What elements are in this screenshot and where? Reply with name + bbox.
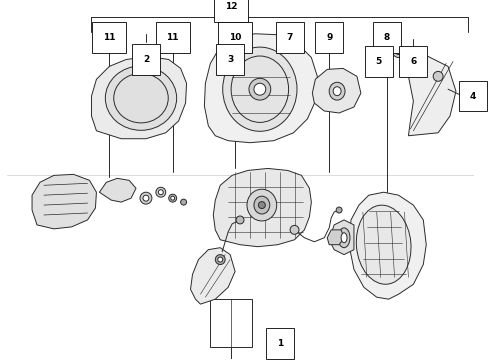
Ellipse shape	[218, 257, 223, 262]
Polygon shape	[92, 57, 187, 139]
Text: 7: 7	[286, 33, 293, 42]
Text: 11: 11	[167, 33, 179, 42]
Polygon shape	[349, 192, 426, 299]
Text: 9: 9	[326, 33, 332, 42]
Text: 5: 5	[376, 57, 382, 66]
Ellipse shape	[341, 233, 347, 243]
Ellipse shape	[329, 82, 345, 100]
Ellipse shape	[247, 189, 277, 221]
Text: 10: 10	[229, 33, 241, 42]
Polygon shape	[210, 299, 252, 347]
Ellipse shape	[105, 66, 177, 130]
Ellipse shape	[374, 42, 388, 57]
Ellipse shape	[258, 202, 265, 208]
Polygon shape	[213, 168, 311, 247]
Ellipse shape	[336, 207, 342, 213]
Polygon shape	[191, 248, 235, 304]
Polygon shape	[327, 230, 344, 245]
Text: 1: 1	[276, 339, 283, 348]
Text: 3: 3	[227, 55, 233, 64]
Text: 11: 11	[103, 33, 116, 42]
Ellipse shape	[333, 87, 341, 96]
Ellipse shape	[254, 83, 266, 95]
Ellipse shape	[181, 199, 187, 205]
Ellipse shape	[338, 228, 350, 248]
Ellipse shape	[169, 194, 177, 202]
Ellipse shape	[140, 192, 152, 204]
Polygon shape	[329, 220, 354, 255]
Ellipse shape	[433, 71, 443, 81]
Text: 8: 8	[384, 33, 390, 42]
Ellipse shape	[143, 195, 149, 201]
Ellipse shape	[377, 46, 384, 53]
Ellipse shape	[223, 47, 297, 131]
Polygon shape	[389, 51, 456, 136]
Ellipse shape	[156, 187, 166, 197]
Ellipse shape	[392, 46, 404, 58]
Ellipse shape	[395, 49, 401, 54]
Ellipse shape	[158, 190, 163, 195]
Ellipse shape	[254, 196, 270, 214]
Ellipse shape	[414, 51, 419, 56]
Polygon shape	[204, 34, 318, 143]
Ellipse shape	[412, 49, 421, 58]
Text: 4: 4	[469, 92, 476, 101]
Ellipse shape	[236, 216, 244, 224]
Ellipse shape	[215, 255, 225, 265]
Polygon shape	[99, 178, 136, 202]
Polygon shape	[312, 68, 361, 113]
Ellipse shape	[290, 225, 299, 234]
Polygon shape	[32, 174, 97, 229]
Ellipse shape	[356, 205, 411, 284]
Text: 12: 12	[225, 3, 237, 12]
Ellipse shape	[249, 78, 271, 100]
Text: 2: 2	[143, 55, 149, 64]
Ellipse shape	[171, 196, 174, 200]
Text: 6: 6	[410, 57, 416, 66]
